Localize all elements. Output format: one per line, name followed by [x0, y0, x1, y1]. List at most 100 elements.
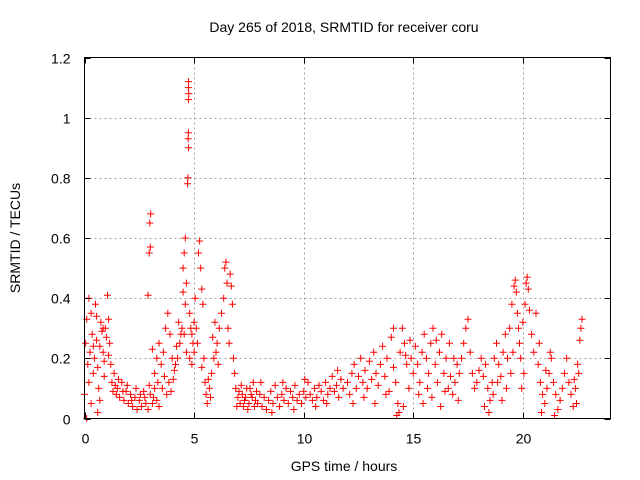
data-point	[112, 390, 120, 398]
data-point	[258, 403, 266, 410]
data-point	[163, 390, 171, 398]
data-point	[315, 381, 323, 389]
data-point	[361, 366, 369, 374]
x-tick-labels: 0 5 10 15 20	[82, 431, 532, 447]
data-point	[390, 363, 397, 371]
y-tick-label: 0.8	[51, 171, 71, 187]
data-point	[253, 387, 260, 395]
data-point	[438, 330, 446, 338]
data-point	[87, 309, 95, 317]
data-point	[569, 403, 577, 410]
data-point	[411, 342, 419, 350]
data-point	[308, 396, 316, 404]
data-point	[120, 396, 128, 404]
data-point	[151, 384, 159, 392]
y-tick-labels: 0 0.2 0.4 0.6 0.8 1 1.2	[51, 51, 71, 428]
data-point	[93, 336, 101, 344]
data-point	[89, 369, 97, 377]
data-point	[127, 390, 134, 398]
data-point	[522, 279, 530, 287]
data-point	[368, 375, 376, 383]
data-point	[422, 354, 430, 362]
data-point	[539, 390, 547, 398]
data-point	[239, 403, 247, 410]
data-point	[575, 369, 583, 377]
data-point	[466, 348, 474, 356]
data-point	[89, 342, 97, 350]
data-point	[96, 342, 104, 350]
data-point	[407, 354, 415, 362]
data-point	[357, 354, 365, 362]
data-point	[349, 400, 357, 407]
data-point	[396, 348, 404, 356]
data-point	[173, 342, 181, 350]
data-point	[390, 324, 397, 332]
data-point	[576, 336, 584, 344]
data-point	[221, 264, 229, 272]
data-point	[455, 369, 463, 377]
y-tick-label: 0	[63, 412, 71, 428]
data-point	[382, 390, 390, 398]
data-point	[124, 400, 132, 407]
data-point	[278, 390, 286, 398]
data-point	[188, 330, 196, 338]
data-point	[172, 360, 179, 368]
data-point	[322, 378, 330, 386]
data-point	[185, 144, 193, 152]
data-point	[185, 96, 193, 104]
chart-title: Day 265 of 2018, SRMTID for receiver cor…	[209, 19, 478, 35]
data-point	[212, 348, 220, 356]
data-point	[184, 129, 192, 137]
data-point	[110, 369, 118, 377]
data-point	[335, 393, 343, 401]
data-point	[450, 354, 458, 362]
data-point	[175, 318, 183, 326]
data-point	[182, 348, 190, 356]
data-point	[542, 366, 550, 374]
data-point	[284, 400, 292, 407]
data-point	[158, 384, 166, 392]
data-point	[304, 378, 312, 386]
data-point	[437, 403, 445, 410]
data-point	[186, 309, 194, 317]
x-tick-label: 5	[191, 431, 199, 447]
data-point	[409, 369, 417, 377]
data-point	[257, 378, 265, 386]
data-point	[190, 318, 198, 326]
data-point	[223, 279, 231, 287]
data-point	[436, 348, 443, 356]
data-point	[510, 282, 518, 290]
data-point	[451, 378, 459, 386]
data-point	[370, 348, 378, 356]
data-point	[363, 384, 371, 392]
data-point	[541, 400, 549, 407]
data-point	[148, 345, 156, 353]
data-point	[282, 384, 290, 392]
data-point	[493, 339, 500, 347]
data-point	[374, 381, 382, 389]
data-point	[372, 369, 380, 377]
data-point	[204, 375, 212, 383]
data-point	[210, 354, 218, 362]
data-point	[150, 393, 157, 401]
data-point	[328, 372, 336, 380]
data-point	[429, 324, 437, 332]
data-point	[319, 396, 327, 404]
data-point	[94, 409, 102, 416]
data-point	[193, 339, 201, 347]
data-point	[484, 384, 492, 392]
data-point	[140, 387, 148, 395]
data-point	[136, 390, 144, 398]
data-point	[155, 403, 163, 410]
data-point	[406, 336, 414, 344]
data-point	[481, 403, 488, 410]
data-point	[458, 354, 465, 362]
data-point	[497, 372, 505, 380]
data-point	[84, 360, 92, 368]
y-tick-label: 0.6	[51, 231, 71, 247]
data-point	[93, 312, 101, 320]
data-point	[203, 400, 211, 407]
data-point	[146, 219, 154, 227]
data-point	[543, 384, 551, 392]
y-tick-label: 0.4	[51, 291, 71, 307]
